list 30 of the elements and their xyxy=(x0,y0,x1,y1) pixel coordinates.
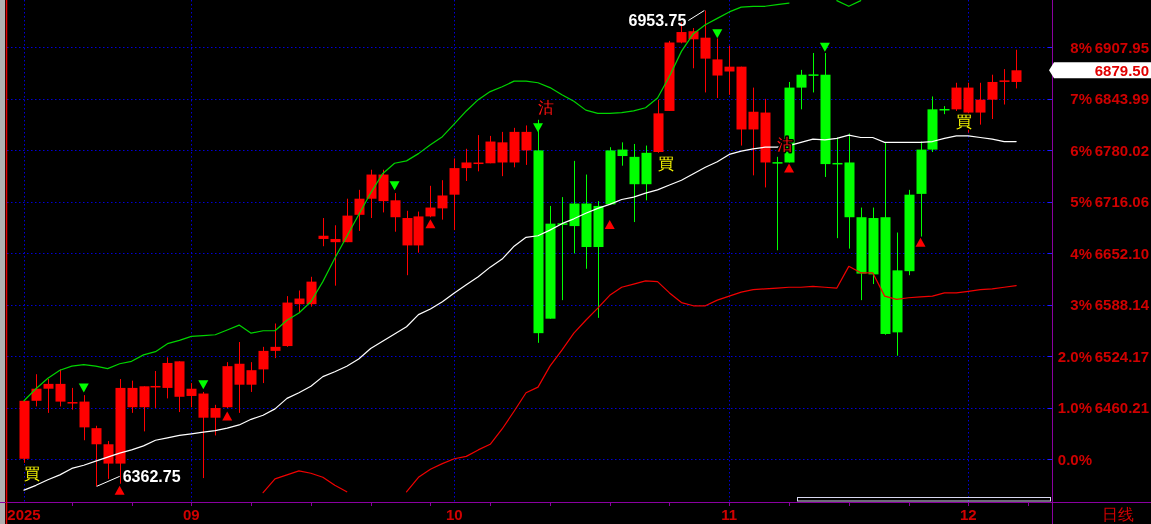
y2-tick-label: 6% xyxy=(1070,141,1092,159)
price-tag: 6879.50 xyxy=(1049,61,1151,79)
text: 買 xyxy=(657,155,674,173)
y-tick-label: 6780.02 xyxy=(1094,141,1149,159)
y2-tick-label: 1.0% xyxy=(1057,399,1092,417)
y2-tick-label: 7% xyxy=(1070,90,1092,108)
y2-tick-label: 8% xyxy=(1070,38,1092,56)
x-tick-label: 09 xyxy=(183,506,200,523)
y-tick-label: 6907.95 xyxy=(1094,38,1149,56)
y2-tick-label: 3% xyxy=(1070,296,1092,314)
text: 6362.75 xyxy=(122,468,181,486)
x-tick-label: 12 xyxy=(959,506,977,523)
y-tick-label: 6652.10 xyxy=(1094,244,1149,262)
y2-tick-label: 4% xyxy=(1070,244,1092,262)
x-tick-label: 10 xyxy=(445,506,463,523)
y2-tick-label: 5% xyxy=(1070,193,1092,211)
text: 沽 xyxy=(777,136,794,154)
y2-tick-label: 2.0% xyxy=(1057,347,1092,365)
y-tick-label: 6460.21 xyxy=(1094,399,1149,417)
y-tick-label: 6524.17 xyxy=(1094,347,1149,365)
x-tick-label: 2025 xyxy=(7,506,41,523)
y-tick-label: 6716.06 xyxy=(1094,193,1149,211)
text: 沽 xyxy=(538,99,554,117)
text: 6953.75 xyxy=(628,11,687,29)
y-tick-label: 6588.14 xyxy=(1094,296,1150,314)
x-axis-title: 日线 xyxy=(1102,506,1134,523)
x-tick-label: 11 xyxy=(721,506,738,523)
text: 買 xyxy=(24,465,40,483)
y2-tick-label: 0.0% xyxy=(1057,450,1092,468)
y-tick-label: 6843.99 xyxy=(1094,90,1149,108)
